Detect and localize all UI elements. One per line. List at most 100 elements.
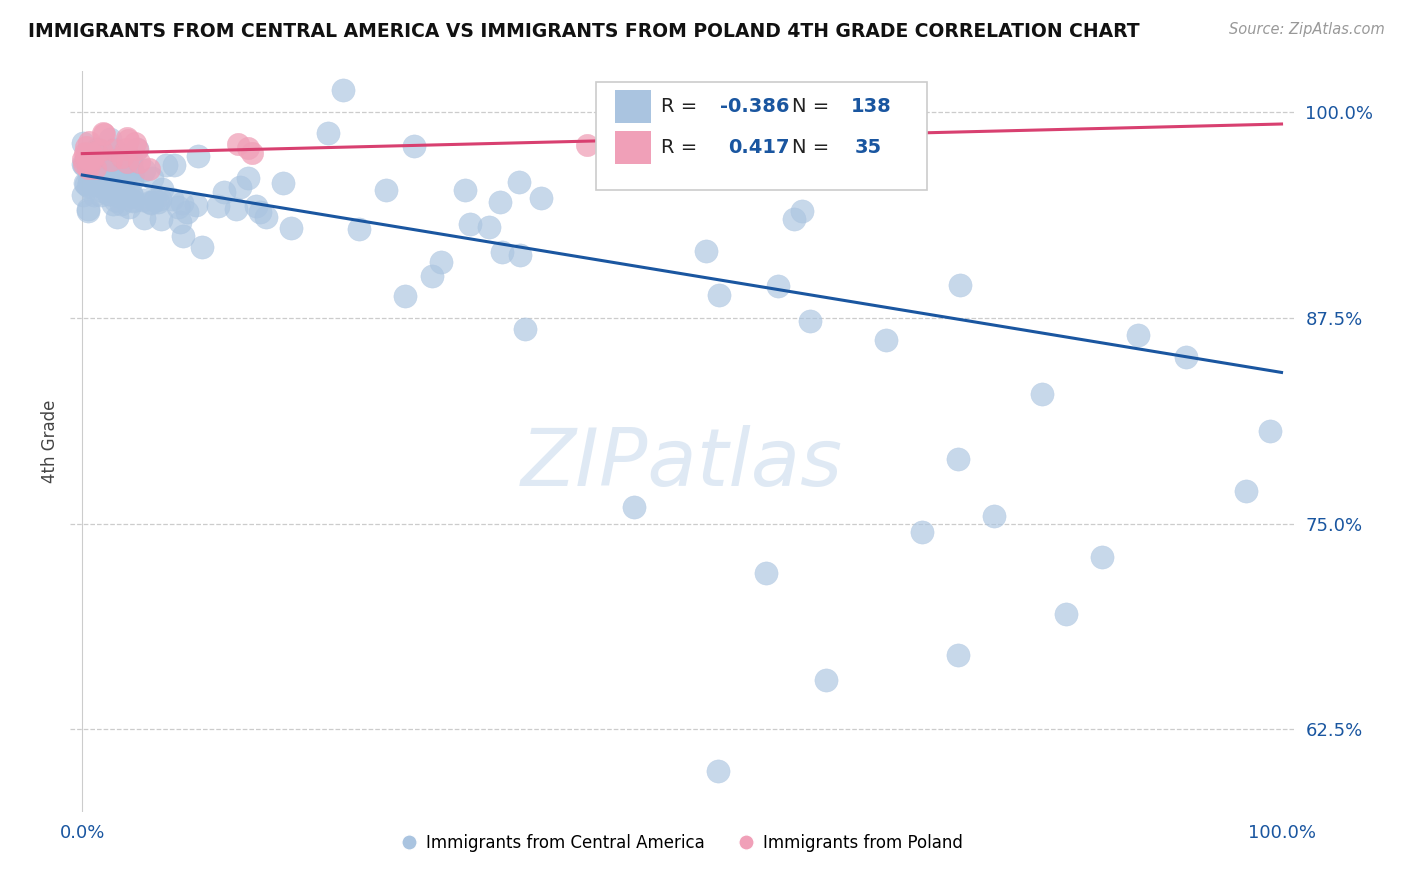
Point [755,566,778,581]
Text: 35: 35 [855,137,882,157]
Point [122,166,145,180]
Point [128,154,150,169]
Point [460,217,482,231]
Point [1126,328,1149,343]
Point [77,161,100,176]
Point [491,244,513,259]
Point [112,156,135,170]
Point [103,197,125,211]
Point [478,220,501,235]
Point [121,187,143,202]
Point [132,163,155,178]
Point [138,162,160,177]
Text: IMMIGRANTS FROM CENTRAL AMERICA VS IMMIGRANTS FROM POLAND 4TH GRADE CORRELATION : IMMIGRANTS FROM CENTRAL AMERICA VS IMMIG… [28,22,1140,41]
Point [172,229,194,244]
Point [420,268,443,283]
Point [75,176,97,190]
Text: R =: R = [661,97,703,116]
Point [117,131,139,145]
Point [105,174,128,188]
Point [254,210,277,224]
Point [83,172,105,186]
FancyBboxPatch shape [614,90,651,123]
Point [790,203,813,218]
Y-axis label: 4th Grade: 4th Grade [41,400,59,483]
Point [141,170,163,185]
Point [77,135,100,149]
Point [946,451,969,466]
Text: N =: N = [792,97,835,116]
Point [93,127,115,141]
Point [103,143,125,157]
Point [176,205,198,219]
Point [72,157,94,171]
Point [271,176,294,190]
Point [98,153,121,167]
Point [117,132,139,146]
Point [127,142,149,156]
Point [429,255,451,269]
Point [77,147,100,161]
Point [240,145,263,160]
Point [89,169,111,183]
Point [1174,350,1197,364]
Point [118,200,141,214]
Point [225,202,247,216]
Point [124,136,146,151]
Point [513,322,536,336]
Point [707,764,730,778]
Point [77,204,100,219]
Point [91,127,114,141]
Point [280,220,302,235]
Point [94,178,117,192]
Legend: Immigrants from Central America, Immigrants from Poland: Immigrants from Central America, Immigra… [394,828,970,859]
Point [229,179,252,194]
Point [1258,424,1281,438]
Point [454,183,477,197]
Point [98,186,121,201]
Point [98,131,121,145]
Point [814,673,837,687]
Point [101,166,124,180]
Point [103,164,125,178]
Point [93,180,115,194]
Point [82,153,104,168]
Point [120,156,142,170]
Point [875,334,897,348]
Point [375,183,398,197]
Point [707,287,730,301]
FancyBboxPatch shape [614,130,651,164]
Point [80,148,103,162]
Point [121,188,143,202]
Text: 138: 138 [851,97,891,116]
Point [72,188,94,202]
Point [150,211,173,226]
Point [77,149,100,163]
Point [172,196,194,211]
Point [121,194,143,208]
Point [115,142,138,156]
Point [96,151,118,165]
Point [766,278,789,293]
Point [238,170,260,185]
Point [79,152,101,166]
Point [103,178,125,193]
Point [121,172,143,186]
Point [983,508,1005,523]
Point [249,204,271,219]
Point [108,189,131,203]
Point [105,210,128,224]
Point [80,171,103,186]
Point [73,158,96,172]
Point [91,185,114,199]
Point [121,163,143,178]
Point [90,144,112,158]
Point [139,195,162,210]
Point [90,177,112,191]
Point [1031,387,1053,401]
Point [949,277,972,292]
Text: 0.417: 0.417 [728,137,790,157]
Point [75,140,97,154]
Point [139,196,162,211]
Point [575,137,598,152]
